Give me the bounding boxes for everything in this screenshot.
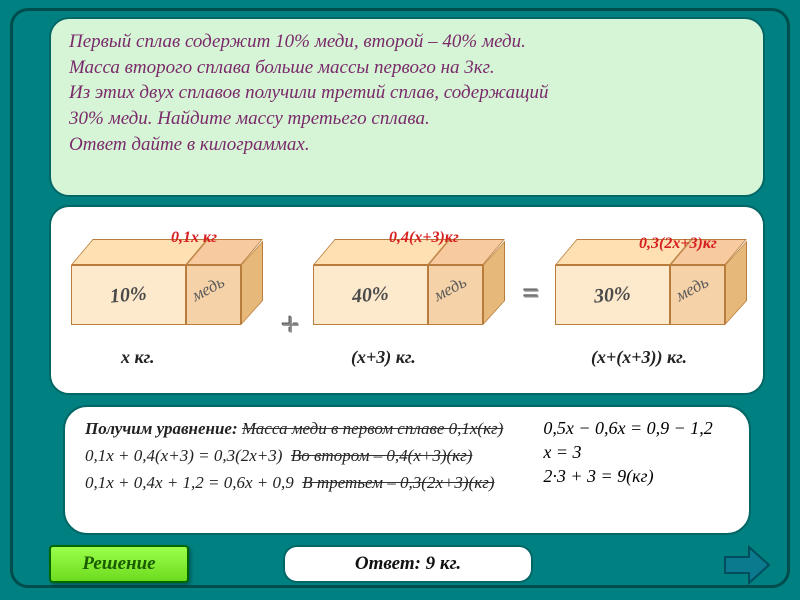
- solution-button[interactable]: Решение: [49, 545, 189, 583]
- bar1-weight: x кг.: [121, 347, 155, 368]
- problem-line-5: Ответ дайте в килограммах.: [69, 132, 745, 158]
- bar1-copper-expr: 0,1x кг: [171, 229, 217, 247]
- problem-statement-box: Первый сплав содержит 10% меди, второй –…: [49, 17, 765, 197]
- slide-frame: Первый сплав содержит 10% меди, второй –…: [10, 8, 790, 588]
- problem-line-3: Из этих двух сплавов получили третий спл…: [69, 80, 745, 106]
- bar3-copper-expr: 0,3(2x+3)кг: [639, 235, 717, 253]
- bar1-percent: 10%: [109, 282, 148, 308]
- solution-r1: 0,5x − 0,6x = 0,9 − 1,2: [543, 418, 729, 439]
- bar3-weight: (x+(x+3)) кг.: [591, 347, 687, 368]
- solution-left-column: Получим уравнение: Масса меди в первом с…: [85, 415, 503, 497]
- problem-line-4: 30% меди. Найдите массу третьего сплава.: [69, 106, 745, 132]
- solution-r2: x = 3: [543, 442, 729, 463]
- solution-right-column: 0,5x − 0,6x = 0,9 − 1,2 x = 3 2·3 + 3 = …: [543, 415, 729, 497]
- solution-r3: 2·3 + 3 = 9(кг): [543, 466, 729, 487]
- solution-box: Получим уравнение: Масса меди в первом с…: [63, 405, 751, 535]
- solution-overlay-1: Масса меди в первом сплаве 0,1x(кг): [242, 419, 503, 438]
- problem-line-1: Первый сплав содержит 10% меди, второй –…: [69, 29, 745, 55]
- arrow-right-icon: [723, 545, 771, 585]
- next-arrow-button[interactable]: [723, 545, 771, 585]
- bar2-percent: 40%: [351, 282, 390, 308]
- solution-overlay-3: В третьем – 0,3(2x+3)(кг): [302, 473, 494, 492]
- bar-alloy-1: 10% медь: [71, 239, 241, 329]
- solution-button-label: Решение: [82, 553, 155, 575]
- solution-eq-1: 0,1x + 0,4(x+3) = 0,3(2x+3): [85, 446, 282, 465]
- answer-text: Ответ: 9 кг.: [355, 553, 461, 575]
- bar3-percent: 30%: [593, 282, 632, 308]
- bar2-weight: (x+3) кг.: [351, 347, 416, 368]
- solution-eq-2: 0,1x + 0,4x + 1,2 = 0,6x + 0,9: [85, 473, 294, 492]
- bar2-copper-expr: 0,4(x+3)кг: [389, 229, 459, 247]
- answer-box: Ответ: 9 кг.: [283, 545, 533, 583]
- solution-overlay-2: Во втором – 0,4(x+3)(кг): [291, 446, 473, 465]
- bar-alloy-2: 40% медь: [313, 239, 483, 329]
- equals-icon: =: [523, 277, 540, 311]
- plus-icon: +: [281, 307, 300, 345]
- diagram-area: 10% медь 0,1x кг x кг. + 40% медь 0,4(x+…: [49, 205, 765, 395]
- problem-line-2: Масса второго сплава больше массы первог…: [69, 55, 745, 81]
- solution-header: Получим уравнение:: [85, 419, 238, 438]
